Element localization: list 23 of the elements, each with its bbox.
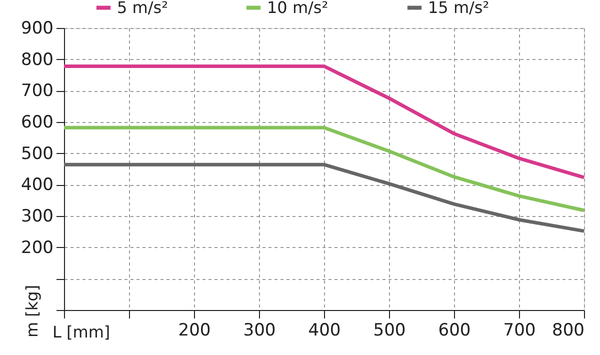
y-tick-label: 300 <box>21 206 54 226</box>
y-tick-label: 700 <box>21 81 54 102</box>
x-tick-label: 800 <box>552 320 584 340</box>
legend-label: 5 m/s² <box>117 0 168 17</box>
y-tick-label: 500 <box>21 144 54 164</box>
line-series <box>62 162 586 233</box>
x-tick-label: 400 <box>308 320 341 340</box>
y-tick-label: 200 <box>21 238 54 258</box>
line-series <box>62 126 586 212</box>
legend-label: 10 m/s² <box>267 0 328 17</box>
x-tick-label: 600 <box>438 320 471 340</box>
x-tick-label: 300 <box>243 320 276 340</box>
x-tick-label: 200 <box>178 320 211 340</box>
x-axis-title: L [mm] <box>52 322 110 342</box>
y-tick-label: 900 <box>21 18 54 38</box>
line-series <box>62 64 586 180</box>
y-tick-label: 400 <box>21 175 54 196</box>
x-tick-label: 700 <box>503 320 536 340</box>
y-tick-label: 800 <box>21 50 54 70</box>
legend-label: 15 m/s² <box>428 0 490 17</box>
y-tick-label: 600 <box>21 112 54 132</box>
y-axis-title: m [kg] <box>22 284 42 338</box>
x-tick-label: 500 <box>373 320 406 340</box>
